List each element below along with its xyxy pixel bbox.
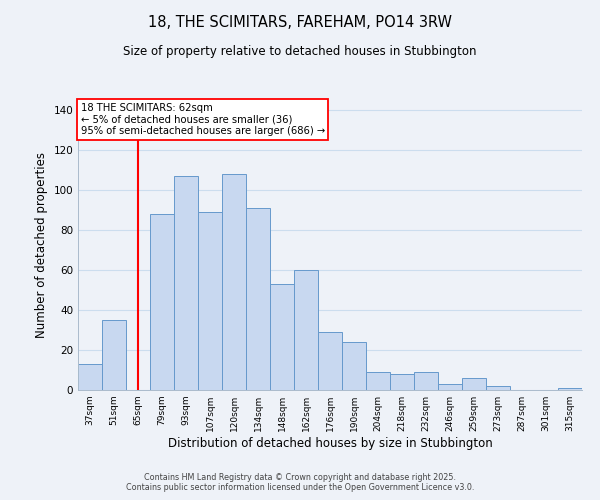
Bar bbox=[390, 374, 414, 390]
Bar bbox=[486, 386, 510, 390]
Bar bbox=[102, 320, 126, 390]
Bar bbox=[174, 176, 198, 390]
Bar bbox=[294, 270, 318, 390]
Bar bbox=[222, 174, 246, 390]
Bar bbox=[558, 388, 582, 390]
Y-axis label: Number of detached properties: Number of detached properties bbox=[35, 152, 48, 338]
Text: 18, THE SCIMITARS, FAREHAM, PO14 3RW: 18, THE SCIMITARS, FAREHAM, PO14 3RW bbox=[148, 15, 452, 30]
Bar bbox=[318, 332, 342, 390]
Bar bbox=[78, 364, 102, 390]
Bar bbox=[246, 208, 270, 390]
Bar bbox=[438, 384, 462, 390]
X-axis label: Distribution of detached houses by size in Stubbington: Distribution of detached houses by size … bbox=[167, 437, 493, 450]
Text: Contains HM Land Registry data © Crown copyright and database right 2025.
Contai: Contains HM Land Registry data © Crown c… bbox=[126, 473, 474, 492]
Bar bbox=[462, 378, 486, 390]
Bar bbox=[270, 284, 294, 390]
Text: 18 THE SCIMITARS: 62sqm
← 5% of detached houses are smaller (36)
95% of semi-det: 18 THE SCIMITARS: 62sqm ← 5% of detached… bbox=[80, 103, 325, 136]
Bar bbox=[342, 342, 366, 390]
Bar bbox=[366, 372, 390, 390]
Bar bbox=[414, 372, 438, 390]
Bar bbox=[150, 214, 174, 390]
Bar bbox=[198, 212, 222, 390]
Text: Size of property relative to detached houses in Stubbington: Size of property relative to detached ho… bbox=[123, 45, 477, 58]
